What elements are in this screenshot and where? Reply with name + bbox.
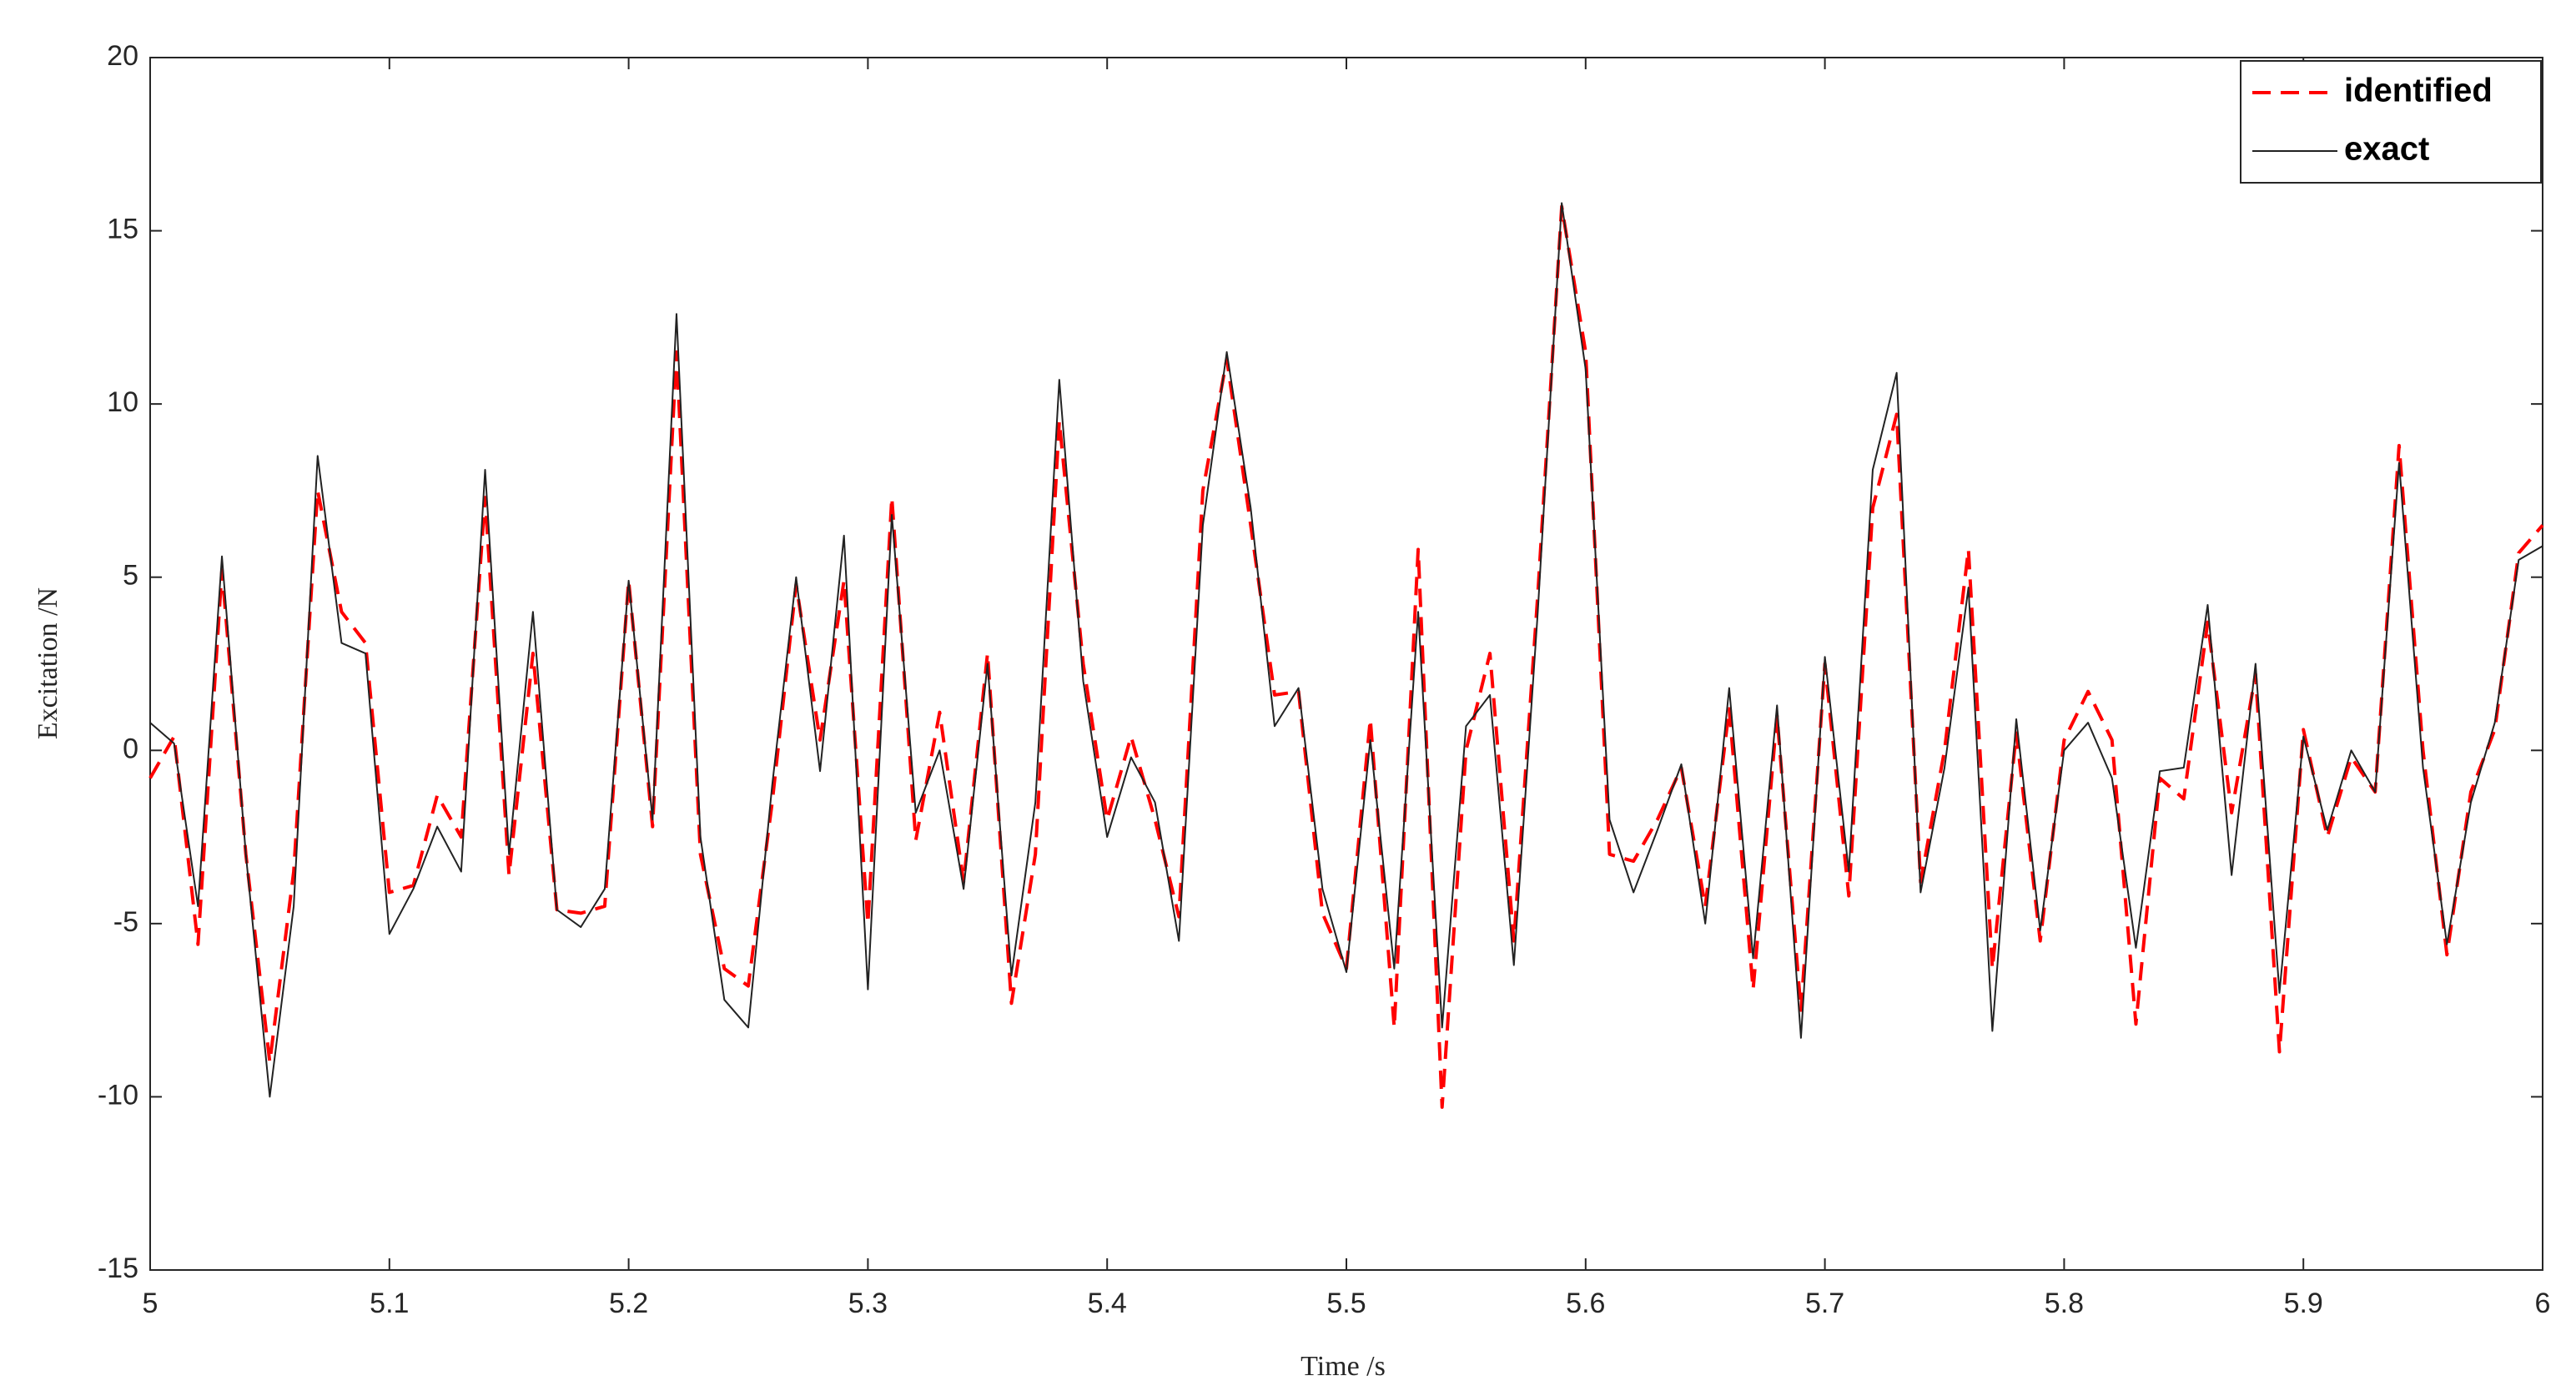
- plot-area: [149, 57, 2543, 1271]
- y-tick-label: 10: [107, 386, 138, 418]
- x-tick-label: 5: [143, 1288, 158, 1319]
- x-tick-label: 5.3: [848, 1288, 888, 1319]
- y-tick-label: 20: [107, 40, 138, 72]
- x-tick-label: 5.5: [1326, 1288, 1366, 1319]
- x-tick-label: 5.9: [2284, 1288, 2323, 1319]
- y-tick-label: -10: [98, 1079, 138, 1111]
- x-tick-label: 5.7: [1805, 1288, 1844, 1319]
- y-axis-label: Excitation /N: [33, 587, 63, 739]
- y-tick-label: 15: [107, 214, 138, 245]
- y-tick-label: -5: [113, 906, 138, 938]
- x-tick-label: 5.2: [609, 1288, 648, 1319]
- x-tick-label: 5.8: [2045, 1288, 2084, 1319]
- legend-label: identified: [2344, 73, 2493, 109]
- series-line: [149, 202, 2543, 1098]
- y-tick-label: 5: [123, 560, 138, 592]
- x-axis-label: Time /s: [1301, 1351, 1386, 1382]
- x-tick-label: 5.6: [1566, 1288, 1605, 1319]
- legend-box: [2240, 60, 2542, 184]
- x-tick-label: 5.4: [1088, 1288, 1127, 1319]
- y-tick-label: -15: [98, 1252, 138, 1284]
- x-tick-label: 5.1: [370, 1288, 409, 1319]
- legend-label: exact: [2344, 131, 2429, 168]
- y-tick-label: 0: [123, 733, 138, 764]
- x-tick-label: 6: [2535, 1288, 2551, 1319]
